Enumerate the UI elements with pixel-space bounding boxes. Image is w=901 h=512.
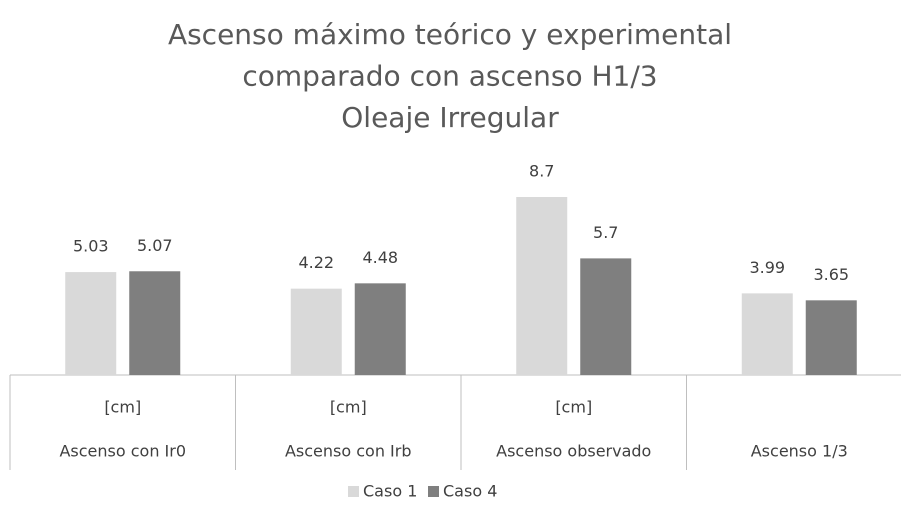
legend-label: Caso 4 bbox=[443, 482, 497, 501]
x-tick-label: Ascenso con Irb bbox=[285, 442, 412, 461]
x-tick-label: Ascenso 1/3 bbox=[751, 442, 848, 461]
chart-title: Ascenso máximo teórico y experimental bbox=[168, 18, 732, 51]
bar bbox=[805, 300, 857, 375]
data-label: 3.99 bbox=[749, 258, 785, 277]
bar bbox=[354, 283, 406, 375]
bar bbox=[65, 272, 117, 375]
data-label: 4.48 bbox=[362, 248, 398, 267]
data-label: 5.07 bbox=[137, 236, 173, 255]
legend-swatch bbox=[348, 486, 359, 497]
data-label: 4.22 bbox=[298, 253, 334, 272]
x-tick-label: Ascenso observado bbox=[496, 442, 651, 461]
bar bbox=[741, 293, 793, 375]
x-tick-label: Ascenso con Ir0 bbox=[59, 442, 186, 461]
bar bbox=[129, 271, 181, 375]
chart-title: comparado con ascenso H1/3 bbox=[242, 60, 657, 93]
data-label: 5.7 bbox=[593, 223, 618, 242]
chart-title: Oleaje Irregular bbox=[341, 101, 559, 134]
legend-swatch bbox=[428, 486, 439, 497]
legend-label: Caso 1 bbox=[363, 482, 417, 501]
data-label: 3.65 bbox=[813, 265, 849, 284]
data-label: 5.03 bbox=[73, 237, 109, 256]
data-label: 8.7 bbox=[529, 161, 554, 180]
x-subtick-label: [cm] bbox=[330, 398, 367, 417]
x-subtick-label: [cm] bbox=[104, 398, 141, 417]
x-subtick-label: [cm] bbox=[555, 398, 592, 417]
bar bbox=[580, 258, 632, 375]
bar bbox=[290, 288, 342, 375]
bar bbox=[516, 196, 568, 375]
